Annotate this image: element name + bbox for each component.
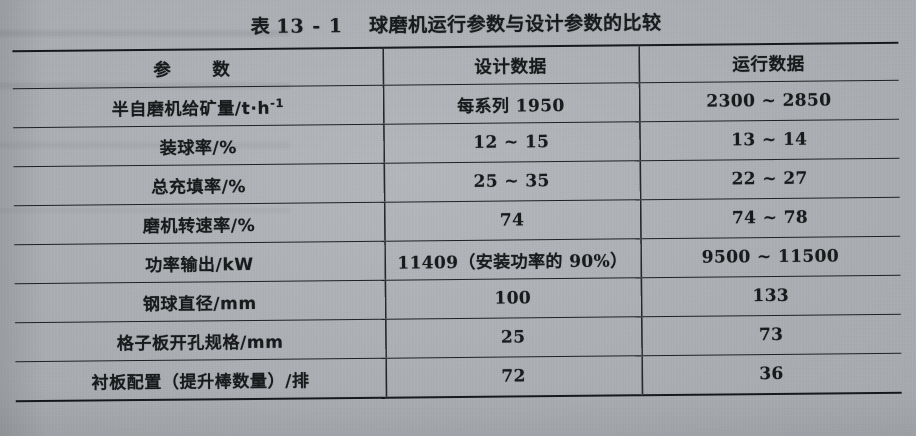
cell-parameter: 钢球直径/mm xyxy=(14,280,385,323)
cell-design-value: 74 xyxy=(383,199,641,242)
cell-design-value: 25 xyxy=(384,316,642,359)
table-caption: 表 13 - 1 球磨机运行参数与设计参数的比较 xyxy=(0,6,914,42)
cell-parameter: 衬板配置（提升棒数量）/排 xyxy=(15,358,386,402)
cell-design-value: 100 xyxy=(384,277,641,320)
caption-label: 表 xyxy=(250,15,271,38)
cell-operating-value: 133 xyxy=(640,275,901,317)
cell-parameter: 总充填率/% xyxy=(13,163,384,206)
table-body: 半自磨机给矿量/t·h-1 每系列 1950 2300 ~ 2850 装球率/% 12 … xyxy=(12,80,902,402)
column-header-parameter: 参 数 xyxy=(12,47,383,89)
cell-design-value: 11409（安装功率的 90%） xyxy=(384,238,641,281)
cell-operating-value: 73 xyxy=(640,314,902,356)
cell-operating-value: 13 ~ 14 xyxy=(639,119,900,161)
cell-parameter: 半自磨机给矿量/t·h-1 xyxy=(12,85,384,128)
cell-operating-value: 22 ~ 27 xyxy=(639,158,900,200)
caption-title: 球磨机运行参数与设计参数的比较 xyxy=(368,12,662,37)
cell-parameter: 功率输出/kW xyxy=(14,241,385,284)
cell-design-value: 72 xyxy=(385,355,642,398)
cell-parameter: 格子板开孔规格/mm xyxy=(14,319,386,362)
cell-operating-value: 2300 ~ 2850 xyxy=(638,80,900,122)
cell-operating-value: 36 xyxy=(641,353,902,396)
table-container: 参 数 设计数据 运行数据 半自磨机给矿量/t·h-1 每系列 1950 2300 … xyxy=(12,42,902,402)
cell-operating-value: 74 ~ 78 xyxy=(639,197,901,239)
cell-parameter: 装球率/% xyxy=(13,124,384,167)
caption-number: 13 - 1 xyxy=(276,15,344,38)
column-header-operating: 运行数据 xyxy=(638,42,899,83)
unit-exponent: -1 xyxy=(270,95,285,110)
cell-parameter: 磨机转速率/% xyxy=(13,202,385,245)
cell-operating-value: 9500 ~ 11500 xyxy=(640,236,901,278)
column-header-design: 设计数据 xyxy=(382,45,639,86)
comparison-table: 参 数 设计数据 运行数据 半自磨机给矿量/t·h-1 每系列 1950 2300 … xyxy=(12,42,902,402)
cell-design-value: 每系列 1950 xyxy=(382,82,640,125)
table-row: 衬板配置（提升棒数量）/排 72 36 xyxy=(15,353,902,402)
cell-design-value: 12 ~ 15 xyxy=(383,121,640,164)
cell-design-value: 25 ~ 35 xyxy=(383,160,640,203)
